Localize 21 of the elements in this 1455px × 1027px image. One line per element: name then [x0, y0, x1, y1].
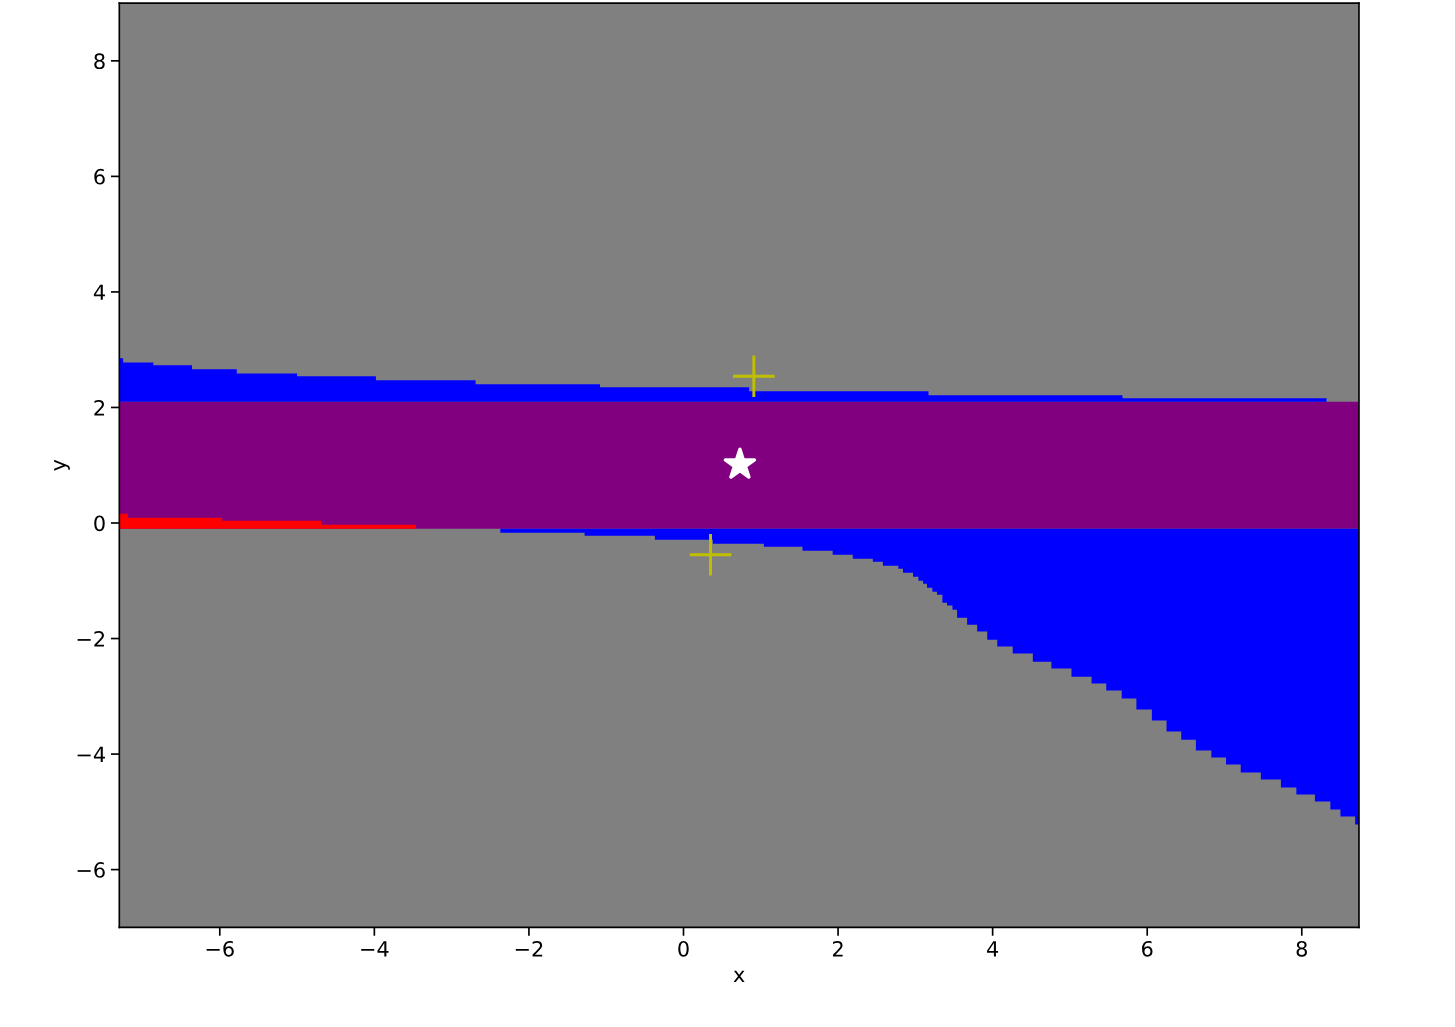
x-tick-label: 4	[987, 941, 999, 957]
x-tick-label: −4	[361, 941, 389, 957]
y-tick-label: 8	[94, 53, 105, 70]
y-tick-label: −2	[77, 630, 105, 647]
x-tick-label: 2	[832, 940, 843, 957]
point	[723, 447, 757, 479]
x-tick-label: −2	[515, 940, 543, 957]
x-tick-label: −6	[206, 940, 234, 957]
y-tick-label: 4	[93, 284, 105, 300]
x-tick-label: 8	[1296, 940, 1307, 957]
y-tick-label: 2	[94, 399, 105, 416]
y-axis-title: y	[54, 459, 70, 471]
x-axis-title: x	[733, 970, 745, 983]
y-tick-label: −6	[77, 862, 105, 878]
point	[689, 533, 732, 576]
x-tick-label: 6	[1142, 940, 1153, 957]
y-tick-label: −4	[77, 746, 105, 762]
y-tick-label: 0	[94, 515, 105, 532]
point	[732, 355, 775, 398]
x-tick-label: 0	[678, 940, 689, 957]
y-tick-label: 6	[94, 168, 105, 185]
